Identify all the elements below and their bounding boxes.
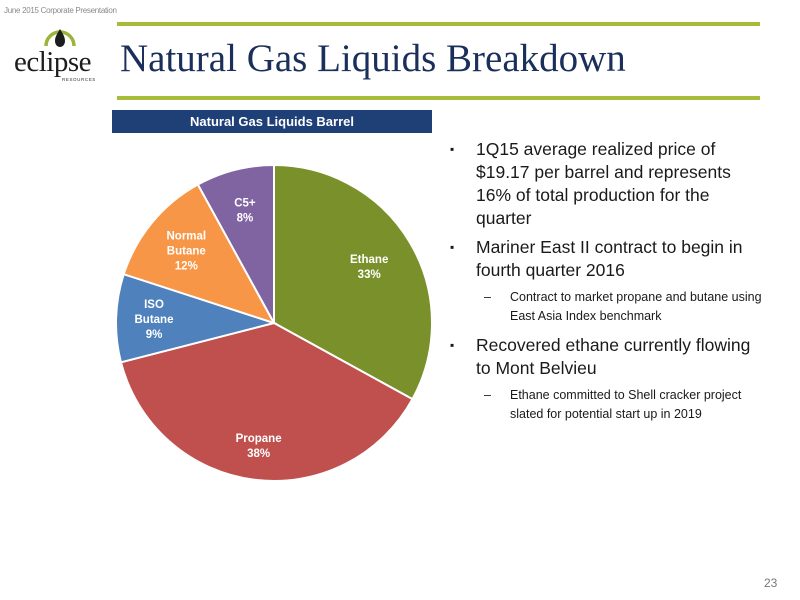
pie-slice-normal-butane bbox=[122, 183, 277, 325]
pie-label-iso-butane: ISO Butane 9% bbox=[135, 299, 174, 341]
top-accent-rule bbox=[117, 22, 760, 26]
page-title: Natural Gas Liquids Breakdown bbox=[120, 37, 626, 80]
pie-slice-iso-butane bbox=[114, 272, 278, 364]
sub-bullet-marker: – bbox=[484, 290, 491, 304]
logo-flame-icon bbox=[44, 29, 76, 47]
pie-slice-propane bbox=[119, 321, 414, 482]
pie-slice-c5 bbox=[196, 163, 275, 324]
sub-bullet-text: Contract to market propane and butane us… bbox=[510, 290, 762, 323]
sub-bullet-marker: – bbox=[484, 388, 491, 402]
page-number: 23 bbox=[764, 576, 778, 590]
pie-label-ethane: Ethane 33% bbox=[350, 254, 388, 281]
pie-label-propane: Propane 38% bbox=[236, 433, 282, 460]
bullet-marker: ▪ bbox=[450, 142, 455, 156]
bullet-text: Recovered ethane currently flowing to Mo… bbox=[476, 335, 751, 378]
sub-bullet-item: – Ethane committed to Shell cracker proje… bbox=[448, 386, 768, 424]
presentation-header-note: June 2015 Corporate Presentation bbox=[4, 6, 117, 15]
logo-wordmark: eclipse bbox=[14, 46, 92, 78]
bottom-accent-rule bbox=[117, 96, 760, 100]
bullet-text: Mariner East II contract to begin in fou… bbox=[476, 237, 743, 280]
logo-subtitle: RESOURCES bbox=[62, 77, 96, 82]
bullet-text: 1Q15 average realized price of $19.17 pe… bbox=[476, 139, 731, 228]
chart-title-banner: Natural Gas Liquids Barrel bbox=[112, 110, 432, 133]
bullet-marker: ▪ bbox=[450, 338, 455, 352]
bullet-marker: ▪ bbox=[450, 240, 455, 254]
bullet-item: ▪ 1Q15 average realized price of $19.17 p… bbox=[448, 138, 768, 230]
pie-label-normal-butane: Normal Butane 12% bbox=[166, 231, 206, 273]
company-logo: eclipse RESOURCES bbox=[14, 26, 106, 84]
sub-bullet-item: – Contract to market propane and butane u… bbox=[448, 288, 768, 326]
bullet-list: ▪ 1Q15 average realized price of $19.17 p… bbox=[448, 138, 768, 432]
bullet-item: ▪ Mariner East II contract to begin in fo… bbox=[448, 236, 768, 282]
sub-bullet-text: Ethane committed to Shell cracker projec… bbox=[510, 388, 742, 421]
bullet-item: ▪ Recovered ethane currently flowing to M… bbox=[448, 334, 768, 380]
pie-label-c5: C5+ 8% bbox=[234, 197, 256, 224]
pie-slice-ethane bbox=[273, 163, 433, 401]
